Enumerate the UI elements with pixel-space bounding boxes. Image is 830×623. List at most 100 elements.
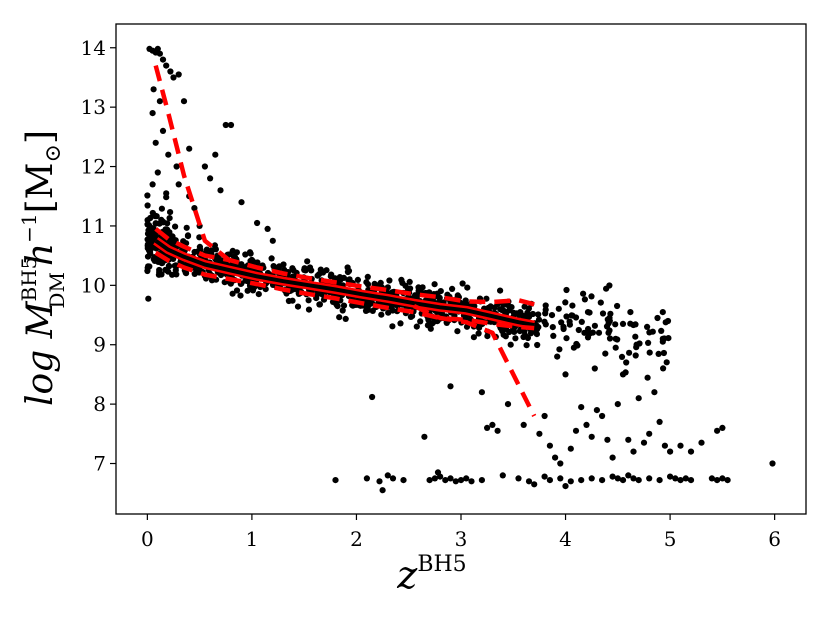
scatter-point <box>154 169 161 176</box>
scatter-point <box>627 320 634 327</box>
scatter-point <box>384 472 391 479</box>
scatter-point <box>542 302 549 309</box>
scatter-point <box>242 251 249 258</box>
scatter-point <box>511 328 518 335</box>
scatter-point <box>655 350 662 357</box>
scatter-point <box>535 316 543 323</box>
scatter-point <box>201 163 208 170</box>
min-percentile-line <box>413 304 537 418</box>
scatter-point <box>560 323 567 330</box>
scatter-point <box>478 389 485 396</box>
scatter-point <box>525 305 533 312</box>
y-axis-title: log MBH5 DMh−1[M⊙] <box>17 130 69 406</box>
scatter-point <box>646 475 653 482</box>
scatter-point <box>533 331 541 338</box>
scatter-point <box>541 473 548 480</box>
scatter-point <box>145 295 152 302</box>
scatter-point <box>447 475 454 482</box>
scatter-point <box>149 234 156 241</box>
scatter-point <box>154 45 161 53</box>
scatter-point <box>632 352 639 359</box>
scatter-point <box>268 255 275 262</box>
scatter-point <box>497 287 504 294</box>
scatter-point <box>632 333 639 340</box>
scatter-point <box>661 335 668 342</box>
scatter-point <box>714 427 721 434</box>
scatter-point <box>478 477 485 484</box>
scatter-point <box>247 250 254 257</box>
scatter-point <box>184 232 192 239</box>
scatter-point <box>512 335 519 342</box>
scatter-point <box>603 285 610 292</box>
scatter-point <box>354 276 361 283</box>
scatter-point <box>339 307 346 314</box>
scatter-point <box>434 469 442 476</box>
scatter-point <box>304 258 311 265</box>
scatter-point <box>449 285 456 292</box>
scatter-point <box>159 56 167 63</box>
y-tick-label: 8 <box>93 392 106 416</box>
scatter-point <box>150 256 157 263</box>
scatter-point <box>233 287 241 294</box>
scatter-point <box>724 477 731 484</box>
scatter-point <box>504 401 512 408</box>
scatter-point <box>285 297 292 305</box>
scatter-point <box>614 302 621 310</box>
scatter-point <box>660 349 668 357</box>
scatter-point <box>606 314 613 322</box>
scatter-point <box>667 448 674 455</box>
scatter-point <box>459 280 466 287</box>
scatter-point <box>212 151 219 158</box>
scatter-point <box>400 477 407 484</box>
scatter-point <box>526 313 533 320</box>
scatter-point <box>557 460 564 467</box>
scatter-point <box>468 478 475 485</box>
scatter-point <box>506 328 513 336</box>
scatter-point <box>186 145 193 152</box>
scatter-point <box>719 424 726 431</box>
scatter-point <box>583 421 590 428</box>
scatter-point <box>567 445 574 452</box>
scatter-point <box>302 267 309 274</box>
scatter-point <box>614 401 621 408</box>
scatter-point <box>191 205 198 212</box>
scatter-point <box>585 325 592 333</box>
scatter-point <box>497 306 504 313</box>
scatter-point <box>567 478 574 485</box>
scatter-point <box>591 365 598 372</box>
scatter-point <box>336 314 343 321</box>
scatter-point <box>149 110 156 117</box>
scatter-point <box>569 302 576 309</box>
y-tick-label: 13 <box>81 95 106 119</box>
scatter-point <box>661 442 669 449</box>
scatter-point <box>369 393 376 401</box>
scatter-point <box>581 296 589 303</box>
scatter-point <box>144 253 152 260</box>
scatter-point <box>203 246 210 253</box>
scatter-point <box>588 433 595 440</box>
scatter-point <box>152 220 159 227</box>
scatter-point <box>658 327 665 334</box>
scatter-point <box>546 442 554 449</box>
x-tick-label: 4 <box>559 527 572 551</box>
scatter-point <box>180 98 188 105</box>
scatter-point <box>541 318 548 325</box>
scatter-point <box>255 291 262 298</box>
x-tick-label: 1 <box>246 527 259 551</box>
scatter-point <box>149 181 156 188</box>
y-tick-label: 14 <box>81 36 106 60</box>
scatter-point <box>172 262 179 269</box>
y-tick-label: 10 <box>81 273 106 297</box>
scatter-point <box>541 412 548 420</box>
scatter-point <box>562 371 569 378</box>
scatter-point <box>344 264 351 271</box>
scatter-point <box>550 332 557 339</box>
scatter-point <box>644 374 651 381</box>
scatter-point <box>442 477 449 484</box>
scatter-point <box>515 475 522 482</box>
scatter-point <box>404 285 412 293</box>
scatter-point <box>502 333 509 340</box>
x-axis-title: zBH5 <box>396 552 466 597</box>
scatter-point <box>562 299 569 306</box>
